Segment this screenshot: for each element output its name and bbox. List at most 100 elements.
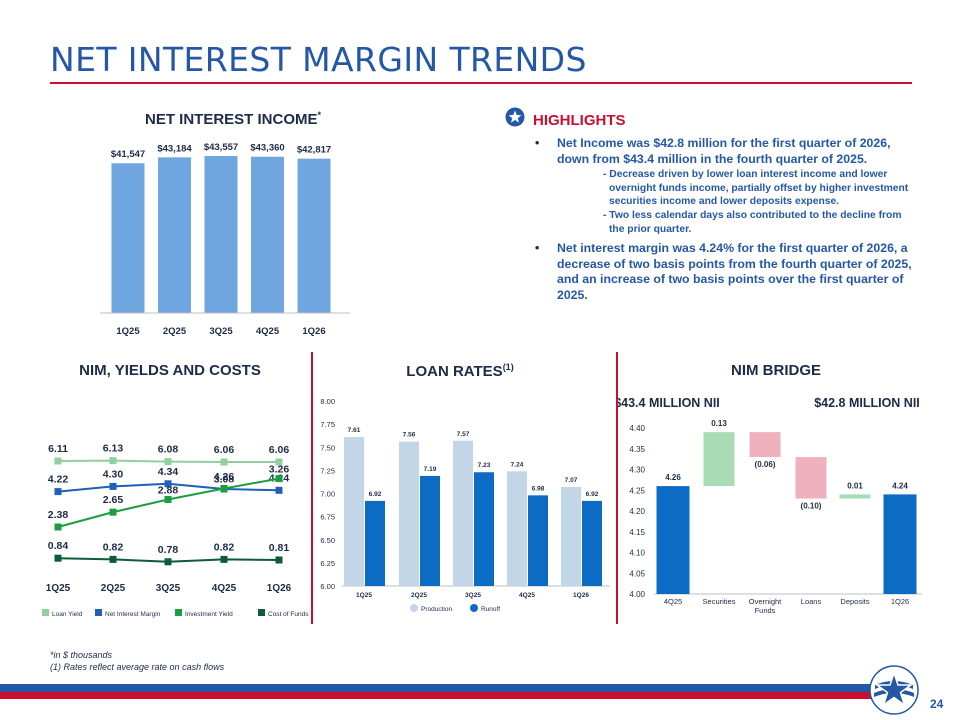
loan-bar-label: 7.61 <box>348 427 361 434</box>
nim-point <box>164 558 172 566</box>
nim-legend-label: Investment Yield <box>185 611 233 618</box>
loan-bar <box>561 487 581 586</box>
loan-bar-label: 7.19 <box>424 466 437 473</box>
bridge-x-tick: 1Q26 <box>891 597 909 606</box>
title-rule <box>50 82 912 84</box>
highlight-bullet-1-text: Net Income was $42.8 million for the fir… <box>557 136 891 166</box>
nii-x-tick: 4Q25 <box>256 326 280 337</box>
nim-data-label: 2.38 <box>48 509 69 521</box>
nim-point <box>109 482 117 490</box>
nii-bar <box>251 156 284 313</box>
loan-legend-label: Runoff <box>481 606 500 613</box>
nim-data-label: 6.06 <box>214 444 235 456</box>
nim-point <box>54 523 62 531</box>
footer-stripe-red <box>0 692 905 699</box>
bridge-chart: $43.4 MILLION NII $42.8 MILLION NII 4.00 4.… <box>618 396 922 615</box>
loan-bar-label: 7.23 <box>478 462 491 469</box>
divider-left <box>311 352 313 624</box>
nim-x-tick: 4Q25 <box>212 583 237 594</box>
highlights-list: • Net Income was $42.8 million for the f… <box>535 136 915 309</box>
nim-data-label: 0.82 <box>103 541 124 553</box>
nim-chart-title: NIM, YIELDS AND COSTS <box>79 362 261 379</box>
nim-legend-swatch <box>95 609 102 616</box>
divider-right <box>616 352 618 624</box>
highlight-sub-1: - Decrease driven by lower loan interest… <box>603 169 909 207</box>
bridge-bar-label: 0.13 <box>711 419 727 428</box>
loan-bar <box>453 440 473 586</box>
footnote-2: (1) Rates reflect average rate on cash f… <box>50 662 225 672</box>
loan-x-tick: 1Q25 <box>356 592 372 599</box>
nim-data-label: 4.26 <box>214 471 235 483</box>
nii-bar <box>297 158 331 313</box>
bridge-y-tick: 4.35 <box>629 445 645 454</box>
nim-data-label: 3.08 <box>214 474 235 486</box>
footnote-1: *in $ thousands <box>50 650 113 660</box>
loan-legend-label: Production <box>421 606 452 613</box>
nii-x-tick: 1Q26 <box>302 326 325 337</box>
nim-data-label: 4.34 <box>158 466 179 478</box>
nim-point <box>164 480 172 488</box>
bridge-chart-title: NIM BRIDGE <box>731 362 821 379</box>
bridge-y-tick: 4.15 <box>629 528 645 537</box>
bridge-y-tick: 4.05 <box>629 569 645 578</box>
bridge-bar-label: 0.01 <box>847 481 863 490</box>
page-title: NET INTEREST MARGIN TRENDS <box>50 40 587 79</box>
bridge-y-tick: 4.20 <box>629 507 645 516</box>
nim-point <box>275 475 283 483</box>
bridge-bar-label: (0.06) <box>755 460 776 469</box>
footnotes: *in $ thousands (1) Rates reflect averag… <box>50 649 224 673</box>
loan-y-tick: 7.50 <box>320 443 335 452</box>
nii-bar-label: $43,184 <box>157 143 192 154</box>
loan-bar-label: 6.92 <box>369 491 382 498</box>
nim-point <box>220 555 228 563</box>
nii-x-tick: 3Q25 <box>209 326 233 337</box>
page-number: 24 <box>930 697 944 711</box>
nim-data-label: 0.81 <box>269 542 290 554</box>
nim-x-tick: 3Q25 <box>156 583 181 594</box>
company-logo-icon <box>869 665 919 715</box>
nim-x-tick: 2Q25 <box>101 583 126 594</box>
nim-data-label: 0.78 <box>158 544 179 556</box>
loan-x-tick: 1Q26 <box>573 592 589 599</box>
nim-data-label: 4.22 <box>48 474 69 486</box>
loan-bar <box>420 475 440 586</box>
nii-chart: $41,547 1Q25 $43,184 2Q25 $43,557 3Q25 $43,360… <box>100 142 350 337</box>
nim-legend-label: Net Interest Margin <box>105 611 161 618</box>
loan-bar-label: 6.92 <box>586 491 599 498</box>
loan-y-tick: 6.50 <box>320 536 335 545</box>
bridge-x-tick: 4Q25 <box>664 597 682 606</box>
loan-chart: 6.00 6.25 6.50 6.75 7.00 7.25 7.50 7.75 8.00 7.61… <box>320 397 610 613</box>
bridge-y-tick: 4.30 <box>629 466 645 475</box>
bridge-y-tick: 4.25 <box>629 486 645 495</box>
loan-bar <box>399 441 419 586</box>
loan-bar-label: 6.98 <box>532 485 545 492</box>
nim-legend-label: Loan Yield <box>52 611 83 618</box>
loan-x-tick: 3Q25 <box>465 592 481 599</box>
loan-chart-title: LOAN RATES(1) <box>406 362 514 380</box>
nim-data-label: 2.88 <box>158 485 179 497</box>
loan-bar <box>507 471 527 586</box>
loan-bar <box>344 437 364 586</box>
bridge-bar <box>703 432 735 487</box>
loan-y-tick: 7.75 <box>320 420 335 429</box>
bridge-bar <box>795 457 827 499</box>
bullet-dot: • <box>535 136 540 150</box>
nim-chart: 6.116.136.086.066.064.224.304.344.264.24… <box>42 443 309 618</box>
bridge-bar <box>883 494 917 594</box>
nii-bar-label: $42,817 <box>297 145 331 156</box>
loan-legend-swatch <box>410 604 418 612</box>
nim-data-label: 6.06 <box>269 444 290 456</box>
nim-point <box>275 556 283 564</box>
nii-bar <box>204 156 238 313</box>
bridge-bar <box>749 432 781 458</box>
nim-legend-swatch <box>175 609 182 616</box>
bridge-y-tick: 4.40 <box>629 424 645 433</box>
bridge-bar <box>839 494 871 499</box>
nim-point <box>109 508 117 516</box>
bridge-y-tick: 4.00 <box>629 590 645 599</box>
highlight-bullet-1: • Net Income was $42.8 million for the f… <box>535 136 915 236</box>
nim-point <box>220 485 228 492</box>
loan-bar-label: 7.24 <box>511 461 524 468</box>
bullet-dot: • <box>535 241 540 256</box>
nim-point <box>275 486 283 494</box>
